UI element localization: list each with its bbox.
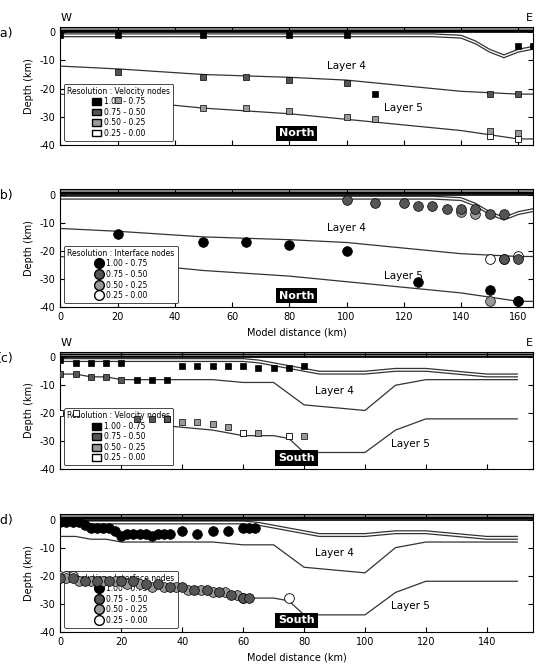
Text: (b): (b)	[0, 190, 13, 202]
Legend: 1.00 - 0.75, 0.75 - 0.50, 0.50 - 0.25, 0.25 - 0.00: 1.00 - 0.75, 0.75 - 0.50, 0.50 - 0.25, 0…	[64, 83, 173, 140]
Text: (d): (d)	[0, 514, 13, 527]
Text: Layer 5: Layer 5	[384, 271, 423, 281]
Text: South: South	[278, 453, 315, 463]
Y-axis label: Depth (km): Depth (km)	[24, 220, 34, 276]
Text: (a): (a)	[0, 27, 13, 40]
X-axis label: Model distance (km): Model distance (km)	[247, 327, 346, 337]
Legend: 1.00 - 0.75, 0.75 - 0.50, 0.50 - 0.25, 0.25 - 0.00: 1.00 - 0.75, 0.75 - 0.50, 0.50 - 0.25, 0…	[64, 409, 173, 466]
Text: South: South	[278, 616, 315, 626]
Legend: 1.00 - 0.75, 0.75 - 0.50, 0.50 - 0.25, 0.25 - 0.00: 1.00 - 0.75, 0.75 - 0.50, 0.50 - 0.25, 0…	[64, 571, 177, 628]
Y-axis label: Depth (km): Depth (km)	[24, 58, 34, 114]
X-axis label: Model distance (km): Model distance (km)	[247, 652, 346, 662]
Text: Layer 5: Layer 5	[384, 103, 423, 113]
Text: E: E	[525, 13, 533, 24]
Text: Layer 4: Layer 4	[315, 548, 354, 558]
Text: North: North	[279, 291, 314, 300]
Text: North: North	[279, 128, 314, 138]
Text: (c): (c)	[0, 351, 13, 365]
Text: Layer 4: Layer 4	[327, 61, 366, 71]
Text: E: E	[525, 338, 533, 348]
Text: Layer 5: Layer 5	[391, 601, 430, 612]
Y-axis label: Depth (km): Depth (km)	[24, 545, 34, 601]
Text: Layer 4: Layer 4	[327, 223, 366, 233]
Text: Layer 5: Layer 5	[391, 439, 430, 449]
Text: W: W	[60, 338, 71, 348]
Text: W: W	[60, 13, 71, 24]
Y-axis label: Depth (km): Depth (km)	[24, 382, 34, 438]
Text: Layer 4: Layer 4	[315, 386, 354, 396]
Legend: 1.00 - 0.75, 0.75 - 0.50, 0.50 - 0.25, 0.25 - 0.00: 1.00 - 0.75, 0.75 - 0.50, 0.50 - 0.25, 0…	[64, 246, 177, 303]
